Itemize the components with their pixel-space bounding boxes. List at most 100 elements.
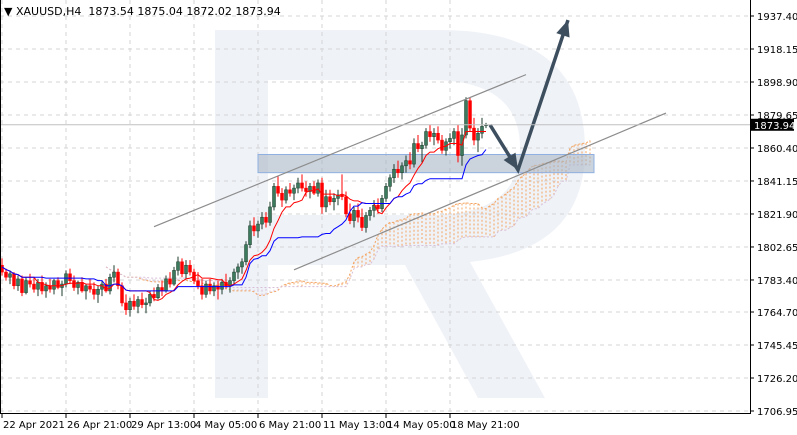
candle-body — [124, 302, 128, 311]
candle — [312, 181, 316, 195]
candle-body — [112, 271, 116, 278]
candle — [328, 189, 332, 206]
candle — [300, 174, 304, 192]
tenkan-sen-line — [1, 131, 486, 301]
candle-body — [420, 144, 424, 149]
candle-body — [440, 139, 444, 151]
candle — [372, 200, 376, 218]
candle-body — [436, 132, 440, 141]
candle-body — [332, 198, 336, 203]
channel-lower-line — [293, 112, 667, 271]
candle-body — [56, 280, 60, 288]
candle-body — [240, 261, 244, 268]
candle-body — [252, 225, 256, 232]
candle — [340, 174, 344, 201]
candle-body — [308, 186, 312, 192]
ohlc-readout: 1873.54 1875.04 1872.02 1873.94 — [88, 5, 281, 18]
candle — [352, 206, 356, 228]
candle — [96, 285, 100, 303]
candle — [132, 294, 136, 310]
candle — [484, 122, 488, 129]
candle — [420, 141, 424, 163]
watermark-logo — [215, 30, 585, 398]
candle — [180, 258, 184, 278]
candle — [136, 296, 140, 314]
candle — [124, 294, 128, 315]
candle — [436, 126, 440, 144]
candle-body — [24, 280, 28, 293]
price-tick-label: 1860.40 — [757, 144, 797, 155]
candle-body — [480, 126, 484, 134]
price-tick-label: 1783.40 — [757, 276, 797, 287]
candle — [264, 212, 268, 228]
candle — [60, 280, 64, 297]
candle-body — [404, 160, 408, 167]
price-tick-label: 1726.20 — [757, 374, 797, 385]
candle — [424, 128, 428, 149]
candle-body — [128, 300, 132, 311]
candle-body — [388, 177, 392, 187]
candle — [188, 260, 192, 276]
candle — [360, 208, 364, 231]
candle-body — [280, 192, 284, 201]
candle — [184, 260, 188, 279]
candle — [292, 184, 296, 201]
candle-body — [336, 194, 340, 199]
candle-body — [452, 131, 456, 139]
candle — [268, 201, 272, 226]
candle-body — [376, 204, 380, 209]
candle — [176, 256, 180, 276]
candle-body — [300, 182, 304, 189]
triangle-down-icon[interactable]: ▼ — [4, 5, 13, 18]
candle — [32, 277, 36, 293]
candle-body — [392, 168, 396, 179]
candle-body — [44, 285, 48, 292]
candle — [452, 128, 456, 146]
candle — [356, 203, 360, 223]
candle-body — [424, 131, 428, 146]
candle — [396, 160, 400, 178]
candle-body — [184, 264, 188, 275]
candle-body — [36, 282, 40, 290]
candle-body — [208, 283, 212, 292]
candle-body — [304, 187, 308, 192]
candle-body — [364, 215, 368, 228]
candle — [276, 176, 280, 197]
candle-body — [472, 127, 476, 141]
candle-body — [4, 271, 8, 278]
candle-body — [324, 196, 328, 208]
candle-body — [260, 216, 264, 225]
candle-body — [164, 278, 168, 292]
time-tick-label: 6 May 21:00 — [259, 420, 321, 431]
candle — [112, 265, 116, 283]
candle — [384, 182, 388, 202]
candle — [400, 162, 404, 180]
candle-body — [180, 261, 184, 275]
candle-body — [28, 280, 32, 285]
candle-body — [204, 283, 208, 295]
candle — [56, 277, 60, 290]
time-tick-label: 4 May 05:00 — [195, 420, 257, 431]
candle — [168, 272, 172, 288]
candle — [364, 212, 368, 233]
candle-body — [132, 300, 136, 307]
candle — [368, 206, 372, 221]
candle-body — [360, 216, 364, 228]
candle — [108, 273, 112, 295]
candle-body — [316, 182, 320, 194]
candle-body — [276, 186, 280, 194]
candle — [52, 278, 56, 295]
senkou-span-a — [105, 140, 591, 297]
price-tick-label: 1802.65 — [757, 243, 797, 254]
candle-body — [368, 210, 372, 216]
candle-body — [140, 299, 144, 305]
candle — [256, 220, 260, 238]
candle-body — [212, 285, 216, 292]
candle — [160, 280, 164, 297]
candle — [336, 189, 340, 206]
candle — [28, 273, 32, 288]
price-tick-label: 1706.95 — [757, 407, 797, 418]
candle-body — [232, 271, 236, 281]
candle-body — [120, 285, 124, 304]
